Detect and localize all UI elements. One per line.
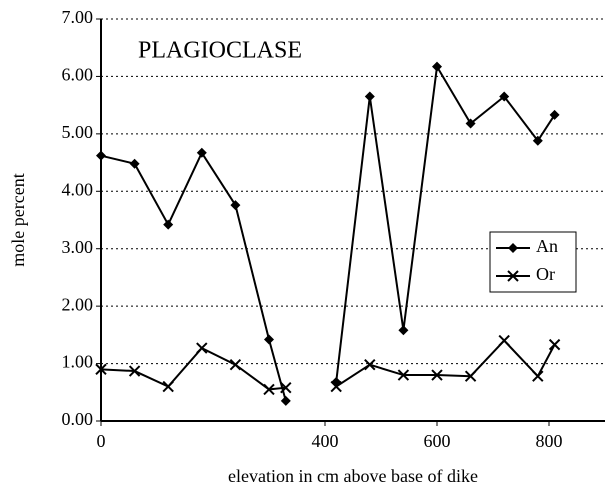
legend-label: An: [536, 236, 558, 256]
y-axis-label: mole percent: [8, 173, 28, 266]
marker: [330, 380, 342, 393]
marker: [263, 383, 275, 396]
y-tick-label: 0.00: [62, 409, 94, 429]
marker: [364, 359, 376, 371]
legend-label: Or: [536, 264, 555, 284]
y-tick-label: 4.00: [62, 179, 94, 199]
x-axis-label: elevation in cm above base of dike: [228, 466, 478, 486]
legend-marker: [507, 270, 519, 282]
legend-marker: [508, 243, 518, 253]
marker: [548, 338, 561, 351]
y-tick-label: 7.00: [62, 7, 94, 27]
marker: [364, 91, 375, 102]
chart-title: PLAGIOCLASE: [138, 38, 302, 64]
marker: [397, 369, 410, 381]
marker: [162, 380, 174, 393]
marker: [465, 118, 476, 129]
marker: [95, 363, 107, 376]
marker: [432, 61, 442, 72]
marker: [532, 370, 544, 382]
marker: [499, 91, 510, 102]
marker: [196, 342, 208, 354]
marker: [532, 135, 543, 146]
series-line: [100, 63, 556, 402]
marker: [163, 219, 174, 230]
marker: [431, 369, 443, 381]
marker: [196, 147, 207, 158]
marker: [398, 325, 409, 336]
marker: [498, 334, 510, 347]
x-tick-label: 400: [312, 431, 339, 451]
x-tick-label: 600: [424, 431, 451, 451]
y-tick-label: 5.00: [62, 122, 94, 142]
marker: [549, 109, 560, 120]
marker: [280, 395, 291, 406]
marker: [128, 365, 141, 377]
y-tick-label: 6.00: [62, 65, 94, 85]
marker: [96, 150, 106, 161]
marker: [264, 334, 274, 345]
marker: [129, 158, 140, 169]
marker: [464, 370, 477, 382]
x-tick-label: 0: [97, 431, 106, 451]
series-line: [100, 339, 556, 391]
marker: [280, 381, 292, 394]
y-tick-label: 3.00: [62, 237, 94, 257]
legend: [489, 231, 577, 293]
y-tick-label: 2.00: [62, 294, 94, 314]
marker: [230, 200, 241, 211]
y-tick-label: 1.00: [62, 352, 94, 372]
marker: [229, 359, 242, 371]
x-tick-label: 800: [536, 431, 563, 451]
